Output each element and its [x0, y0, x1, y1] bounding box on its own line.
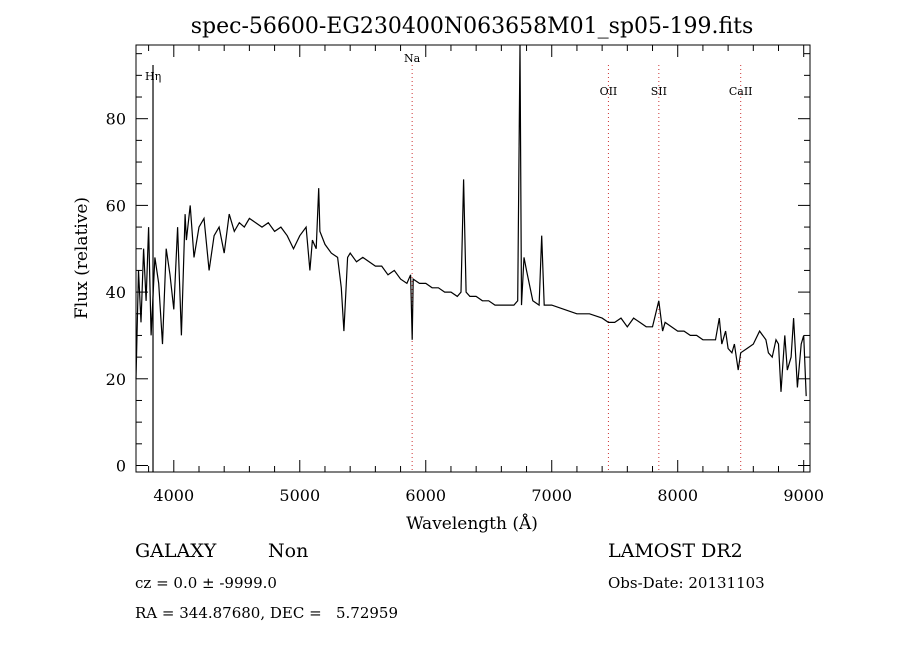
y-tick-label: 40 [106, 283, 126, 302]
spectral-line-label: OII [600, 85, 618, 98]
y-tick-label: 60 [106, 196, 126, 215]
obs-date: Obs-Date: 20131103 [608, 574, 765, 592]
x-tick-label: 6000 [405, 486, 446, 505]
spectrum-series-line [135, 44, 807, 397]
y-tick-label: 20 [106, 370, 126, 389]
survey-name: LAMOST DR2 [608, 540, 743, 562]
y-axis-label: Flux (relative) [72, 197, 92, 319]
x-tick-label: 4000 [153, 486, 194, 505]
ra-dec-info: RA = 344.87680, DEC = 5.72959 [135, 604, 399, 622]
axis-ticks: 4000 5000 6000 7000 8000 9000 0 20 40 60 80 [106, 45, 824, 505]
y-tick-label: 0 [116, 456, 126, 475]
x-tick-label: 5000 [279, 486, 320, 505]
x-tick-label: 9000 [783, 486, 824, 505]
plot-frame [135, 44, 811, 473]
spectral-line-label: SII [651, 85, 667, 98]
redshift-info: cz = 0.0 ± -9999.0 [135, 574, 277, 592]
object-class: GALAXY [135, 540, 217, 562]
spectral-line-label: Na [404, 52, 421, 65]
object-subclass: Non [268, 540, 309, 562]
x-tick-label: 7000 [531, 486, 572, 505]
chart-title: spec-56600-EG230400N063658M01_sp05-199.f… [191, 14, 754, 39]
spectral-line-label: Hη [145, 70, 161, 83]
spectral-line-label: CaII [729, 85, 753, 98]
y-tick-label: 80 [106, 110, 126, 129]
x-tick-label: 8000 [657, 486, 698, 505]
x-axis-label: Wavelength (Å) [406, 513, 538, 534]
spectral-line-markers: Hη Na OII SII CaII [145, 52, 753, 472]
